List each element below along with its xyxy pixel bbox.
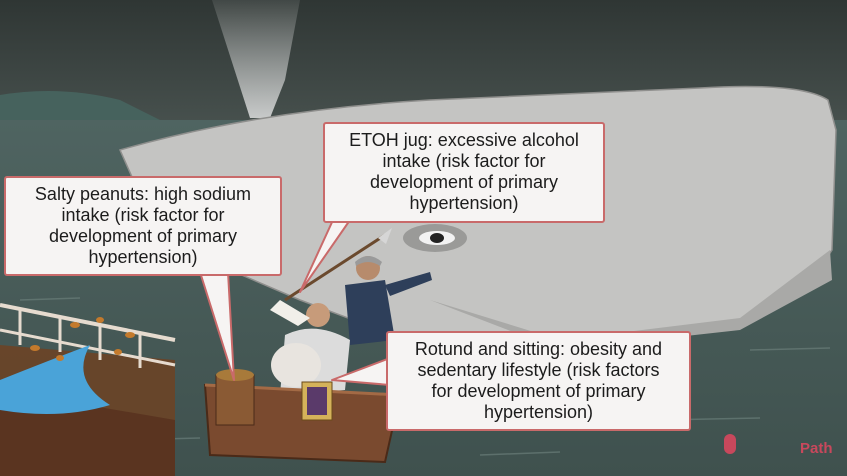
callout-rotund-sitting: Rotund and sitting: obesity and sedentar… (386, 331, 691, 431)
portrait-frame (301, 381, 333, 421)
whale-shading (430, 250, 832, 350)
captain-figure (345, 256, 432, 345)
pathoma-logo-icon (724, 434, 736, 454)
whale-eye (403, 224, 467, 252)
whale-spout (212, 0, 300, 118)
distant-hills (0, 91, 160, 125)
logo-text: Path (800, 440, 833, 457)
sitting-sailor (270, 300, 350, 395)
callout-peanuts-text: Salty peanuts: high sodium intake (risk … (34, 184, 252, 267)
water-splash (0, 345, 110, 414)
callout-etoh-text: ETOH jug: excessive alcohol intake (risk… (349, 130, 579, 213)
peanut-barrel (215, 369, 255, 426)
callout-etoh-jug: ETOH jug: excessive alcohol intake (risk… (323, 122, 605, 223)
flying-peanuts (30, 317, 135, 361)
callout-rotund-text: Rotund and sitting: obesity and sedentar… (414, 339, 663, 422)
callout-salty-peanuts: Salty peanuts: high sodium intake (risk … (4, 176, 282, 276)
